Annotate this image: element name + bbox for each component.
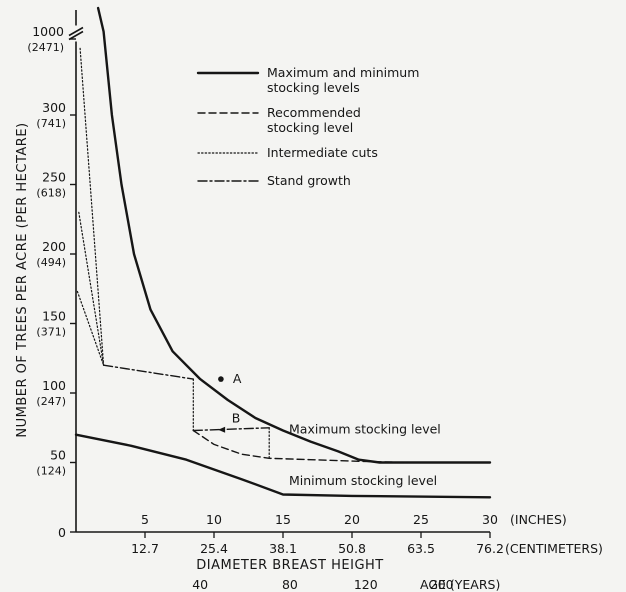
y-axis-break-mark <box>68 26 84 41</box>
x-tick-cm-label: 12.7 <box>131 541 159 556</box>
y-tick-label: 150 <box>42 309 66 324</box>
age-tick-label: 200 <box>430 577 454 592</box>
y-tick-break-sublabel: (2471) <box>27 41 64 54</box>
x-tick-inches-label: 25 <box>413 512 429 527</box>
y-tick-label: 100 <box>42 378 66 393</box>
y-tick-label: 200 <box>42 239 66 254</box>
x-tick-cm-label: 38.1 <box>269 541 297 556</box>
legend-text-dotted-0: Intermediate cuts <box>267 145 378 160</box>
series-dotted-3-segment-2 <box>76 290 105 366</box>
legend-text-dashdot-0: Stand growth <box>267 173 351 188</box>
y-tick-sublabel: (371) <box>36 326 66 339</box>
series-dashdot-4-segment-0 <box>102 364 194 380</box>
y-tick-label: 0 <box>58 525 66 540</box>
x-tick-cm-label: 63.5 <box>407 541 435 556</box>
y-tick-sublabel: (618) <box>36 187 66 200</box>
age-tick-label: 40 <box>192 577 208 592</box>
maximum-stocking-label: Maximum stocking level <box>289 422 441 437</box>
x-tick-inches-label: 5 <box>141 512 149 527</box>
x-tick-cm-label: 50.8 <box>338 541 366 556</box>
y-tick-sublabel: (124) <box>36 465 66 478</box>
age-tick-label: 80 <box>282 577 298 592</box>
legend-text-dashed-1: stocking level <box>267 120 353 135</box>
age-tick-label: 120 <box>354 577 378 592</box>
y-tick-label: 300 <box>42 100 66 115</box>
y-tick-label: 250 <box>42 170 66 185</box>
x-unit-cm: (CENTIMETERS) <box>505 541 603 556</box>
annotation-b: B <box>232 411 241 426</box>
y-tick-sublabel: (741) <box>36 117 66 130</box>
y-tick-sublabel: (494) <box>36 256 66 269</box>
x-tick-inches-label: 15 <box>275 512 291 527</box>
x-tick-inches-label: 10 <box>206 512 222 527</box>
x-tick-cm-label: 25.4 <box>200 541 228 556</box>
curves <box>74 6 492 499</box>
y-axis-title: NUMBER OF TREES PER ACRE (PER HECTARE) <box>15 122 30 437</box>
annotation-a: A <box>233 371 242 386</box>
series-solid-1-line <box>74 433 492 499</box>
y-tick-label: 50 <box>50 448 66 463</box>
point-a <box>218 376 224 382</box>
legend-text-dashed-0: Recommended <box>267 105 361 120</box>
age-axis-label: AGE (YEARS) <box>420 577 500 592</box>
legend-text-solid-0: Maximum and minimum <box>267 65 419 80</box>
legend-text-solid-1: stocking levels <box>267 80 360 95</box>
y-tick-sublabel: (247) <box>36 395 66 408</box>
series-dotted-3-segment-0 <box>79 47 105 366</box>
x-tick-inches-label: 20 <box>344 512 360 527</box>
x-axis-title: DIAMETER BREAST HEIGHT <box>196 558 383 573</box>
series-dotted-3-segment-1 <box>78 211 105 366</box>
series-dashdot-4-segment-1 <box>192 427 270 432</box>
axes: 0 50 (124) 100 (247) 150 (371) 200 (494) 250 (618)… <box>15 10 603 592</box>
y-tick-break-label: 1000 <box>32 24 64 39</box>
series-solid-0-line <box>96 6 492 464</box>
x-tick-inches-label: 30 <box>482 512 498 527</box>
labels: Maximum stocking level Minimum stocking l… <box>218 371 441 488</box>
minimum-stocking-label: Minimum stocking level <box>289 473 437 488</box>
x-tick-cm-label: 76.2 <box>476 541 504 556</box>
arrowhead-b <box>218 426 226 433</box>
x-unit-inches: (INCHES) <box>510 512 567 527</box>
